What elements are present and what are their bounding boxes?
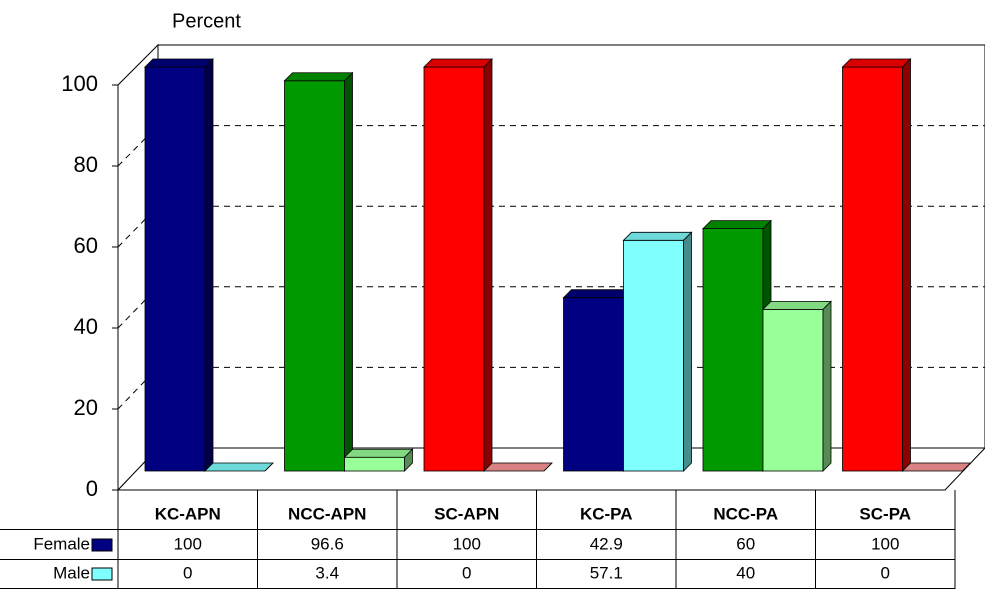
table-value: 0 xyxy=(183,563,192,582)
legend-swatch xyxy=(91,538,113,552)
bar-top xyxy=(841,58,912,68)
bar xyxy=(144,58,214,472)
y-tick-label: 40 xyxy=(74,314,98,339)
y-tick-label: 100 xyxy=(61,71,98,96)
bar xyxy=(901,462,972,472)
bar xyxy=(762,300,832,472)
bar-side xyxy=(543,462,553,472)
table-value: 100 xyxy=(453,534,481,553)
table-value: 40 xyxy=(736,563,755,582)
table-value: 3.4 xyxy=(315,563,339,582)
bar xyxy=(343,448,414,472)
category-label: NCC-PA xyxy=(713,504,778,523)
y-tick-label: 60 xyxy=(74,233,98,258)
y-tick-label: 20 xyxy=(74,395,98,420)
table-value: 0 xyxy=(462,563,471,582)
bar-side xyxy=(204,58,214,472)
bar xyxy=(562,288,633,472)
table-value: 60 xyxy=(736,534,755,553)
category-label: SC-APN xyxy=(434,504,499,523)
category-label: NCC-APN xyxy=(288,504,366,523)
bar-front xyxy=(563,297,624,472)
bar-front xyxy=(623,239,684,472)
category-label: SC-PA xyxy=(859,504,911,523)
bar-top xyxy=(423,58,493,68)
bar xyxy=(622,231,693,472)
table-value: 57.1 xyxy=(590,563,623,582)
bar-side xyxy=(483,58,493,472)
bar xyxy=(204,462,274,472)
bar xyxy=(702,219,772,472)
bar-side xyxy=(902,58,911,472)
table-value: 100 xyxy=(871,534,899,553)
bar xyxy=(841,58,912,472)
bar-side xyxy=(404,448,413,472)
table-value: 42.9 xyxy=(590,534,623,553)
bar-top xyxy=(702,220,772,230)
bar-side xyxy=(962,462,971,472)
bar-top xyxy=(144,58,214,68)
bar-front xyxy=(842,66,903,472)
bar-front xyxy=(423,66,485,472)
bar-top xyxy=(562,289,633,299)
bar xyxy=(423,58,493,472)
bar-side xyxy=(344,71,353,472)
bar-top xyxy=(901,462,972,472)
bar-top xyxy=(343,448,414,458)
bar-side xyxy=(822,300,832,472)
bar-front xyxy=(284,80,345,472)
legend-label: Male xyxy=(53,563,90,582)
bar-side xyxy=(264,462,274,472)
category-label: KC-APN xyxy=(155,504,221,523)
legend-swatch xyxy=(91,567,113,581)
bar-top xyxy=(283,72,354,82)
y-tick-label: 0 xyxy=(86,476,98,501)
bar-side xyxy=(683,231,692,472)
legend-label: Female xyxy=(33,534,90,553)
bar-front xyxy=(344,456,405,472)
table-value: 0 xyxy=(881,563,890,582)
bar xyxy=(283,71,354,472)
bar-top xyxy=(622,231,693,241)
table-value: 100 xyxy=(174,534,202,553)
bar-front xyxy=(144,66,206,472)
bar-top xyxy=(762,300,832,310)
bar-top xyxy=(204,462,274,472)
bar-top xyxy=(483,462,553,472)
bar-front xyxy=(762,308,824,472)
table-value: 96.6 xyxy=(311,534,344,553)
y-tick-label: 80 xyxy=(74,152,98,177)
y-axis-label: Percent xyxy=(172,10,241,32)
bar xyxy=(483,462,553,472)
bar-front xyxy=(702,228,764,472)
category-label: KC-PA xyxy=(580,504,633,523)
